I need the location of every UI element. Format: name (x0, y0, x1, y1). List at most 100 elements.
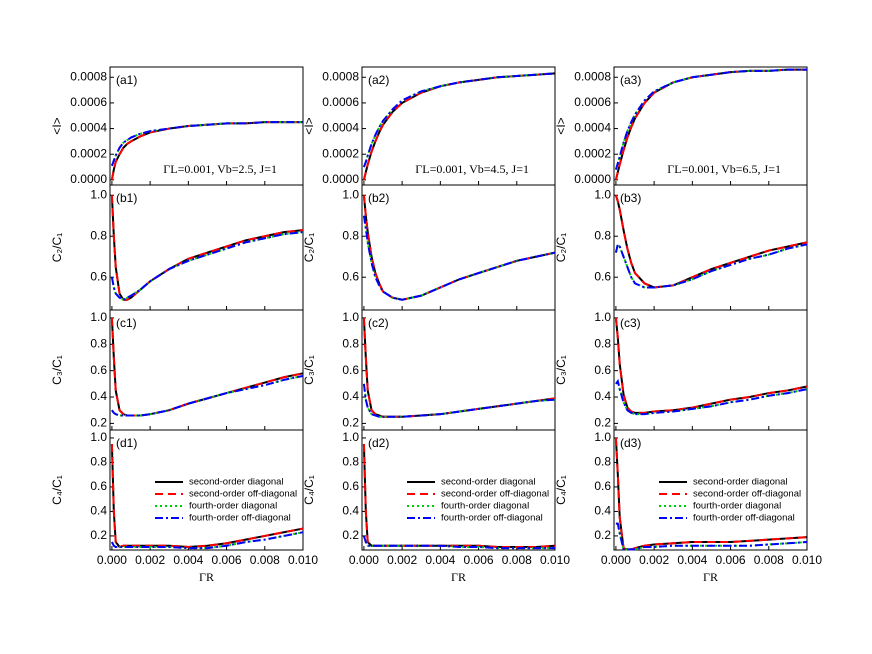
panel-label: (d2) (368, 436, 389, 450)
y-tick-label: 1.0 (594, 187, 611, 201)
y-axis-label: C₃/C₁ (302, 355, 316, 385)
series-line (362, 215, 556, 301)
plot-frame (361, 429, 556, 551)
series-line (110, 231, 304, 301)
x-tick-label: 0.004 (173, 553, 203, 567)
x-axis-label: ΓR (703, 570, 718, 584)
panel-label: (a3) (620, 73, 641, 87)
y-tick-label: 0.6 (342, 269, 359, 283)
y-tick-label: 0.2 (342, 416, 359, 430)
y-tick-label: 0.0004 (322, 121, 359, 135)
x-tick-label: 0.000 (97, 553, 127, 567)
x-tick-label: 0.010 (792, 553, 822, 567)
y-tick-label: 1.0 (342, 187, 359, 201)
series-line (615, 378, 808, 416)
plot-frame (109, 309, 304, 431)
y-tick-label: 0.2 (594, 528, 611, 542)
series-line (110, 121, 303, 167)
panel-label: (a2) (368, 73, 389, 87)
series-line (110, 195, 304, 301)
series-line (362, 195, 556, 301)
legend-label: second-order off-diagonal (441, 489, 549, 500)
y-axis-label: C₄/C₁ (50, 475, 64, 505)
x-tick-label: 0.010 (288, 553, 318, 567)
annotation: ΓL=0.001, Vb=2.5, J=1 (163, 162, 277, 176)
y-axis-label: C₂/C₁ (50, 233, 64, 262)
plot-frame (361, 184, 556, 311)
series-line (614, 437, 808, 551)
y-tick-label: 0.6 (594, 363, 611, 377)
series-line (110, 317, 304, 417)
annotation: ΓL=0.001, Vb=4.5, J=1 (415, 162, 529, 176)
x-tick-label: 0.004 (677, 553, 707, 567)
y-tick-label: 0.8 (594, 455, 611, 469)
y-axis-label: C₄/C₁ (302, 475, 316, 505)
y-axis-label: C₂/C₁ (302, 233, 316, 262)
y-tick-label: 0.0006 (322, 95, 359, 109)
legend-label: second-order diagonal (441, 477, 536, 488)
y-axis-label: <I> (50, 117, 64, 134)
y-tick-label: 0.8 (342, 455, 359, 469)
x-tick-label: 0.002 (135, 553, 165, 567)
y-axis-label: C₃/C₁ (50, 355, 64, 385)
series-line (110, 231, 304, 301)
y-tick-label: 0.6 (90, 269, 107, 283)
y-tick-label: 0.8 (90, 455, 107, 469)
y-tick-label: 0.0002 (574, 146, 611, 160)
series-line (614, 68, 807, 170)
x-tick-label: 0.008 (250, 553, 280, 567)
series-line (110, 195, 304, 301)
y-tick-label: 0.0002 (70, 146, 107, 160)
y-tick-label: 0.8 (90, 228, 107, 242)
y-tick-label: 0.0006 (574, 95, 611, 109)
series-line (111, 374, 304, 417)
y-axis-label: <I> (554, 117, 568, 134)
series-line (110, 121, 303, 167)
plot-frame (613, 429, 808, 551)
y-tick-label: 1.0 (90, 310, 107, 324)
y-tick-label: 0.0000 (574, 172, 611, 186)
panel-label: (b1) (116, 191, 137, 205)
series-line (362, 383, 556, 418)
y-tick-label: 0.4 (342, 504, 359, 518)
y-tick-label: 0.0008 (70, 69, 107, 83)
series-line (614, 317, 808, 414)
panel-label: (c3) (620, 316, 641, 330)
y-tick-label: 0.2 (90, 416, 107, 430)
y-tick-label: 0.8 (342, 228, 359, 242)
legend-label: fourth-order diagonal (441, 501, 529, 512)
series-line (362, 72, 556, 168)
series-line (110, 317, 304, 417)
y-tick-label: 0.8 (594, 228, 611, 242)
y-tick-label: 0.0004 (70, 121, 107, 135)
y-tick-label: 0.6 (90, 363, 107, 377)
y-tick-label: 1.0 (90, 430, 107, 444)
y-tick-label: 0.0008 (574, 69, 611, 83)
x-tick-label: 0.000 (601, 553, 631, 567)
legend-label: second-order off-diagonal (693, 489, 801, 500)
plot-frame (613, 184, 808, 311)
x-tick-label: 0.002 (387, 553, 417, 567)
y-tick-label: 0.0002 (322, 146, 359, 160)
series-line (362, 72, 556, 168)
y-tick-label: 0.6 (594, 269, 611, 283)
y-tick-label: 1.0 (342, 310, 359, 324)
series-line (614, 68, 807, 170)
y-tick-label: 1.0 (90, 187, 107, 201)
panel-label: (c1) (116, 316, 137, 330)
series-line (110, 121, 303, 181)
y-tick-label: 1.0 (594, 310, 611, 324)
y-axis-label: C₄/C₁ (554, 475, 568, 505)
series-line (362, 195, 556, 301)
y-tick-label: 0.6 (594, 479, 611, 493)
legend-label: fourth-order diagonal (189, 501, 277, 512)
y-tick-label: 0.8 (342, 336, 359, 350)
series-line (614, 194, 808, 289)
panel-label: (b3) (620, 191, 641, 205)
y-tick-label: 1.0 (342, 430, 359, 444)
series-line (614, 194, 808, 289)
y-tick-label: 0.6 (342, 363, 359, 377)
series-line (614, 242, 808, 289)
y-tick-label: 0.8 (90, 336, 107, 350)
x-tick-label: 0.006 (464, 553, 494, 567)
